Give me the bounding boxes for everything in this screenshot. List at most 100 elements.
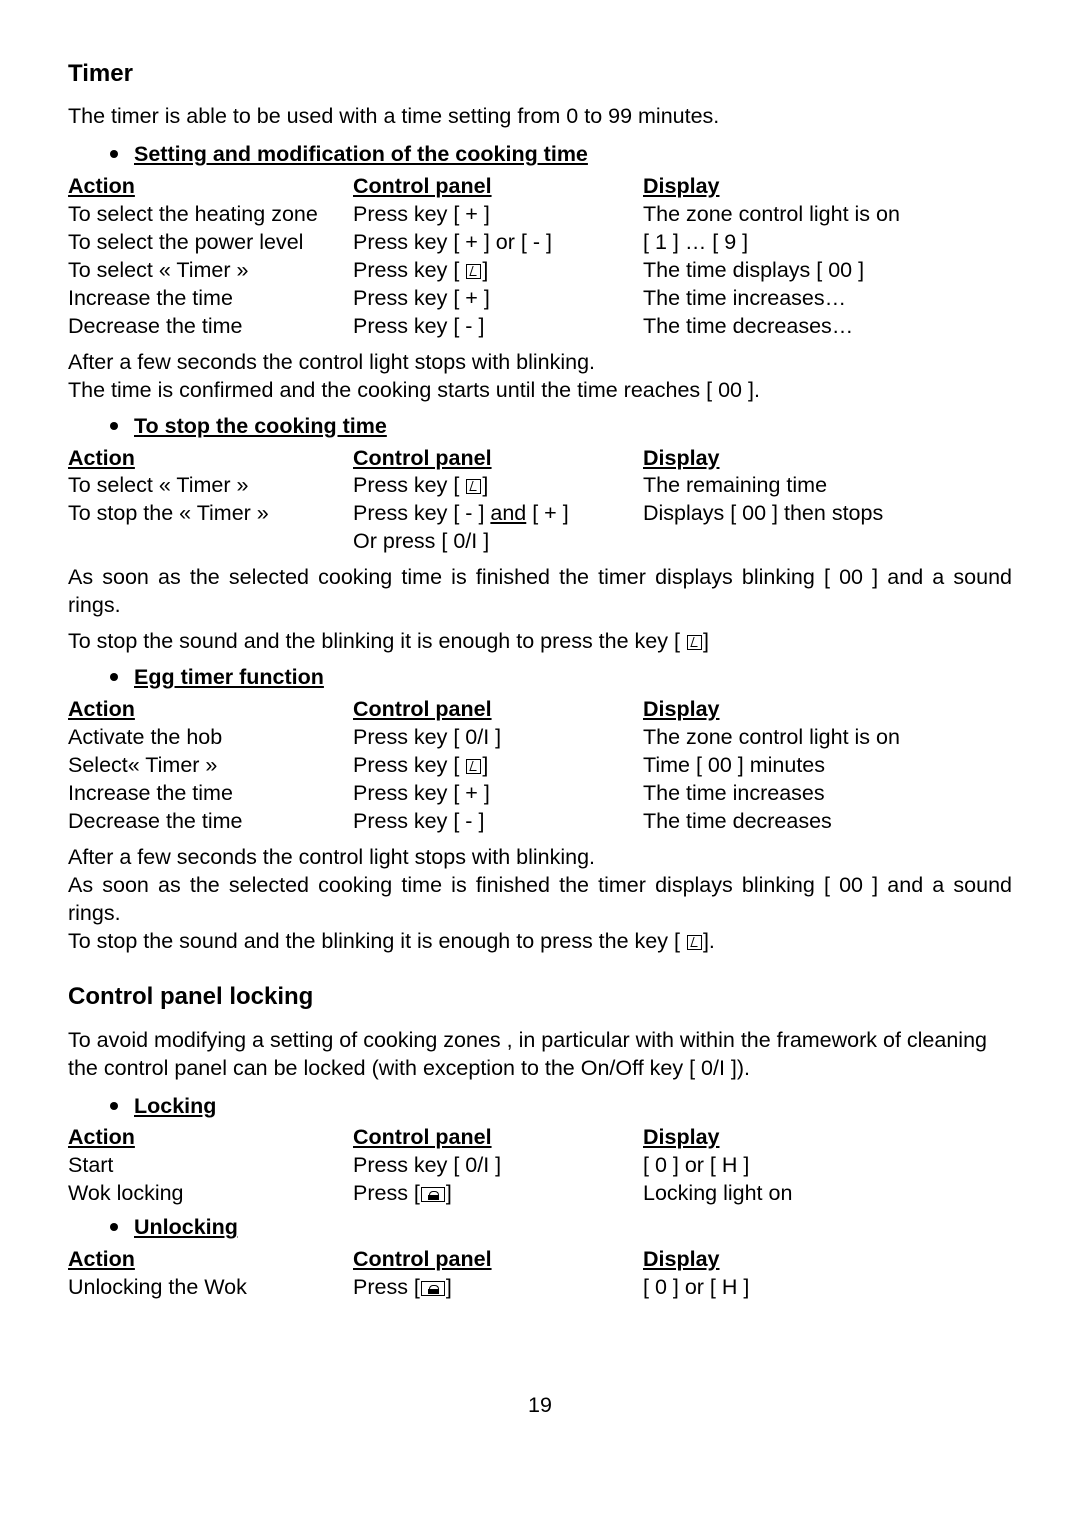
txt: ] <box>482 753 488 777</box>
table-row: To select the power level Press key [ + … <box>68 229 1012 257</box>
locking-heading: Control panel locking <box>68 981 1012 1012</box>
table-row: Decrease the time Press key [ - ] The ti… <box>68 808 1012 836</box>
txt: [ + ] <box>526 501 568 525</box>
lock-headers: Action Control panel Display <box>68 1124 1012 1152</box>
unlock-headers: Action Control panel Display <box>68 1246 1012 1274</box>
txt: Press [ <box>353 1181 420 1205</box>
stop-after1: As soon as the selected cooking time is … <box>68 564 1012 620</box>
table-row: Start Press key [ 0/I ] [ 0 ] or [ H ] <box>68 1152 1012 1180</box>
cell-control: Press key [ - ] <box>353 808 643 836</box>
cell-action: Activate the hob <box>68 724 353 752</box>
cell-control: Press key [ 0/I ] <box>353 1152 643 1180</box>
bullet-egg-text: Egg timer function <box>134 664 324 692</box>
cell-action: To select the power level <box>68 229 353 257</box>
set-headers: Action Control panel Display <box>68 173 1012 201</box>
txt: ] <box>482 258 488 282</box>
hdr-control: Control panel <box>353 696 643 724</box>
hdr-display: Display <box>643 696 1012 724</box>
lock-icon <box>421 1281 445 1296</box>
cell-display: The time increases <box>643 780 1012 808</box>
cell-display: The time increases… <box>643 285 1012 313</box>
stop-after2: To stop the sound and the blinking it is… <box>68 628 1012 656</box>
hdr-action: Action <box>68 1124 353 1152</box>
cell-display: Time [ 00 ] minutes <box>643 752 1012 780</box>
txt: ]. <box>703 929 715 953</box>
txt: ] <box>446 1181 452 1205</box>
hdr-display: Display <box>643 173 1012 201</box>
bullet-icon <box>110 150 118 158</box>
cell-control: Press key [ + ] <box>353 285 643 313</box>
cell-control: Press key [ ] <box>353 752 643 780</box>
cell-display: The zone control light is on <box>643 201 1012 229</box>
cell-display: Displays [ 00 ] then stops <box>643 500 1012 528</box>
cell-control: Press key [ + ] or [ - ] <box>353 229 643 257</box>
txt: Press key [ <box>353 258 465 282</box>
egg-after2: As soon as the selected cooking time is … <box>68 872 1012 928</box>
bullet-lock-text: Locking <box>134 1093 216 1121</box>
cell-control: Press key [ ] <box>353 472 643 500</box>
timer-intro: The timer is able to be used with a time… <box>68 103 1012 131</box>
bullet-unlock: Unlocking <box>110 1214 1012 1242</box>
table-row: Activate the hob Press key [ 0/I ] The z… <box>68 724 1012 752</box>
cell-action: Decrease the time <box>68 313 353 341</box>
bullet-egg: Egg timer function <box>110 664 1012 692</box>
table-row: To stop the « Timer » Press key [ - ] an… <box>68 500 1012 528</box>
cell-action: To select « Timer » <box>68 472 353 500</box>
txt: ] <box>703 629 709 653</box>
hdr-display: Display <box>643 445 1012 473</box>
cell-display: [ 1 ] … [ 9 ] <box>643 229 1012 257</box>
table-row: Select« Timer » Press key [ ] Time [ 00 … <box>68 752 1012 780</box>
cell-control: Press key [ ] <box>353 257 643 285</box>
cell-control: Press key [ + ] <box>353 201 643 229</box>
bullet-stop-text: To stop the cooking time <box>134 413 387 441</box>
stop-headers: Action Control panel Display <box>68 445 1012 473</box>
txt-und: and <box>490 501 526 525</box>
bullet-set: Setting and modification of the cooking … <box>110 141 1012 169</box>
hdr-control: Control panel <box>353 1246 643 1274</box>
cell-display: Locking light on <box>643 1180 1012 1208</box>
egg-headers: Action Control panel Display <box>68 696 1012 724</box>
locking-intro: To avoid modifying a setting of cooking … <box>68 1027 1012 1083</box>
bullet-icon <box>110 673 118 681</box>
bullet-icon <box>110 1102 118 1110</box>
table-row: To select « Timer » Press key [ ] The re… <box>68 472 1012 500</box>
set-after2: The time is confirmed and the cooking st… <box>68 377 1012 405</box>
table-row: Or press [ 0/I ] <box>68 528 1012 556</box>
bullet-icon <box>110 422 118 430</box>
hdr-control: Control panel <box>353 445 643 473</box>
hdr-action: Action <box>68 696 353 724</box>
hdr-display: Display <box>643 1246 1012 1274</box>
cell-display: The time decreases… <box>643 313 1012 341</box>
table-row: Increase the time Press key [ + ] The ti… <box>68 780 1012 808</box>
txt: Press key [ <box>353 753 465 777</box>
bullet-icon <box>110 1223 118 1231</box>
cell-action: Unlocking the Wok <box>68 1274 353 1302</box>
txt: Press key [ <box>353 473 465 497</box>
cell-action <box>68 528 353 556</box>
txt: ] <box>482 473 488 497</box>
table-row: To select « Timer » Press key [ ] The ti… <box>68 257 1012 285</box>
bullet-set-text: Setting and modification of the cooking … <box>134 141 588 169</box>
timer-icon <box>687 935 702 950</box>
cell-display <box>643 528 1012 556</box>
cell-control: Press [] <box>353 1180 643 1208</box>
cell-display: The remaining time <box>643 472 1012 500</box>
cell-action: To stop the « Timer » <box>68 500 353 528</box>
cell-control: Press key [ - ] <box>353 313 643 341</box>
bullet-lock: Locking <box>110 1093 1012 1121</box>
lock-icon <box>421 1187 445 1202</box>
timer-heading: Timer <box>68 58 1012 89</box>
egg-after3: To stop the sound and the blinking it is… <box>68 928 1012 956</box>
timer-icon <box>466 264 481 279</box>
cell-action: Select« Timer » <box>68 752 353 780</box>
cell-action: Increase the time <box>68 285 353 313</box>
cell-display: The time displays [ 00 ] <box>643 257 1012 285</box>
table-row: Decrease the time Press key [ - ] The ti… <box>68 313 1012 341</box>
cell-control: Press key [ 0/I ] <box>353 724 643 752</box>
timer-icon <box>687 635 702 650</box>
cell-action: Start <box>68 1152 353 1180</box>
bullet-stop: To stop the cooking time <box>110 413 1012 441</box>
table-row: Wok locking Press [] Locking light on <box>68 1180 1012 1208</box>
table-row: Increase the time Press key [ + ] The ti… <box>68 285 1012 313</box>
cell-action: Wok locking <box>68 1180 353 1208</box>
